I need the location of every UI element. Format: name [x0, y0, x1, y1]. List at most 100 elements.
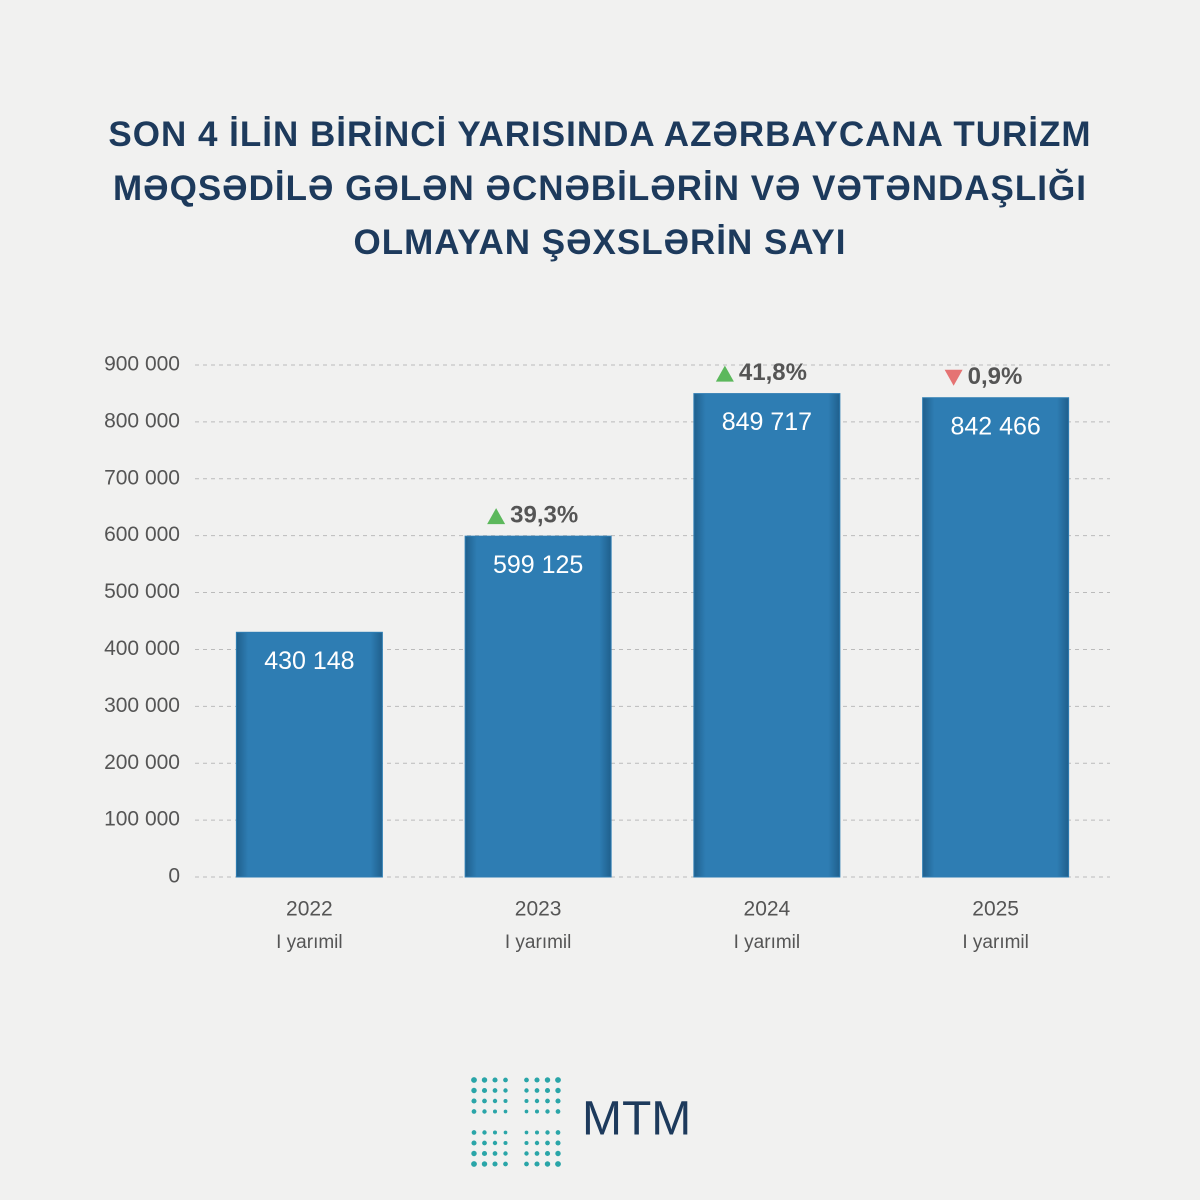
logo-dot [555, 1161, 561, 1167]
value-label: 599 125 [493, 551, 583, 579]
logo-dot [503, 1077, 508, 1083]
logo-dot [503, 1088, 508, 1093]
y-tick-label: 400 000 [104, 637, 180, 660]
logo-dot [534, 1130, 540, 1135]
logo-dot [492, 1130, 498, 1135]
logo-dot [555, 1098, 561, 1104]
logo-dot [503, 1130, 508, 1135]
y-tick-label: 900 000 [104, 353, 180, 376]
x-tick-note: I yarımil [962, 932, 1029, 953]
x-tick-label: 2023 [515, 898, 562, 921]
logo-dot [524, 1109, 529, 1114]
logo-dot [492, 1109, 498, 1114]
logo-dot [534, 1088, 540, 1093]
logo-dot [534, 1140, 540, 1146]
logo-dot [481, 1161, 488, 1167]
x-tick-note: I yarımil [505, 932, 572, 953]
logo-dot [555, 1109, 561, 1114]
logo-dot [482, 1140, 487, 1146]
y-tick-label: 700 000 [104, 466, 180, 489]
logo-dot [471, 1161, 477, 1167]
logo-dot [492, 1088, 498, 1093]
logo-dot [544, 1077, 551, 1083]
logo-dot [534, 1077, 540, 1083]
logo-dot [534, 1109, 540, 1114]
x-tick-label: 2022 [286, 898, 333, 921]
logo-dot [524, 1088, 529, 1093]
logo-dot [503, 1161, 508, 1167]
logo-dot [545, 1140, 550, 1146]
logo-dot [471, 1150, 477, 1157]
logo-dot [524, 1140, 529, 1146]
y-tick-label: 600 000 [104, 523, 180, 546]
logo-dot [544, 1161, 551, 1167]
logo-dot [471, 1140, 477, 1146]
value-label: 842 466 [950, 412, 1040, 440]
change-arrow [944, 369, 963, 386]
logo-dot [555, 1150, 561, 1157]
logo-dot [482, 1098, 487, 1104]
change-label: 39,3% [510, 502, 578, 529]
logo-dot [524, 1098, 529, 1104]
logo-dot [545, 1109, 550, 1114]
logo-dot [503, 1098, 508, 1104]
chart-title: SON 4 İLİN BİRİNCİ YARISINDA AZƏRBAYCANA… [108, 115, 1092, 262]
change-label: 0,9% [968, 363, 1023, 390]
bar [464, 535, 612, 878]
bar [922, 397, 1070, 878]
logo-dot [544, 1087, 551, 1094]
bar [235, 631, 383, 878]
logo-dot [545, 1130, 550, 1135]
logo-dot [481, 1150, 488, 1157]
logo-dot [503, 1151, 508, 1156]
logo-dot [534, 1151, 540, 1156]
logo-dot [471, 1109, 477, 1114]
logo-dot [481, 1087, 488, 1094]
logo-dot [492, 1140, 498, 1146]
value-label: 430 148 [264, 647, 354, 675]
y-tick-label: 800 000 [104, 409, 180, 432]
change-arrow [715, 365, 734, 382]
logo-dot [471, 1130, 477, 1135]
x-tick-label: 2024 [744, 898, 791, 921]
logo-dot [482, 1109, 487, 1114]
x-tick-note: I yarımil [734, 932, 801, 953]
bar [693, 393, 841, 878]
logo-dot [471, 1098, 477, 1104]
change-label: 41,8% [739, 359, 807, 386]
logo-dot [503, 1109, 508, 1114]
logo-dot [534, 1161, 540, 1167]
logo-dot [524, 1077, 529, 1083]
logo-icon [471, 1077, 561, 1167]
x-tick-label: 2025 [972, 898, 1019, 921]
logo-dot [492, 1077, 498, 1083]
logo-dot [555, 1087, 561, 1094]
logo-dot [481, 1077, 488, 1083]
logo-dot [555, 1140, 561, 1146]
y-tick-label: 100 000 [104, 808, 180, 831]
logo-dot [544, 1150, 551, 1157]
logo-dot [524, 1151, 529, 1156]
logo-dot [492, 1161, 498, 1167]
logo-dot [555, 1077, 561, 1083]
logo-dot [524, 1130, 529, 1135]
y-tick-label: 300 000 [104, 694, 180, 717]
logo-dot [545, 1098, 550, 1104]
y-tick-label: 200 000 [104, 751, 180, 774]
logo-dot [534, 1098, 540, 1104]
logo-dot [503, 1140, 508, 1146]
change-arrow [487, 508, 506, 525]
logo-dot [524, 1161, 529, 1167]
value-label: 849 717 [722, 408, 812, 436]
y-tick-label: 500 000 [104, 580, 180, 603]
logo-dot [555, 1130, 561, 1135]
y-tick-label: 0 [168, 865, 180, 888]
logo-dot [471, 1077, 477, 1083]
logo-dot [471, 1087, 477, 1094]
logo-dot [492, 1098, 498, 1104]
x-tick-note: I yarımil [276, 932, 343, 953]
logo-dot [492, 1151, 498, 1156]
logo-dot [482, 1130, 487, 1135]
